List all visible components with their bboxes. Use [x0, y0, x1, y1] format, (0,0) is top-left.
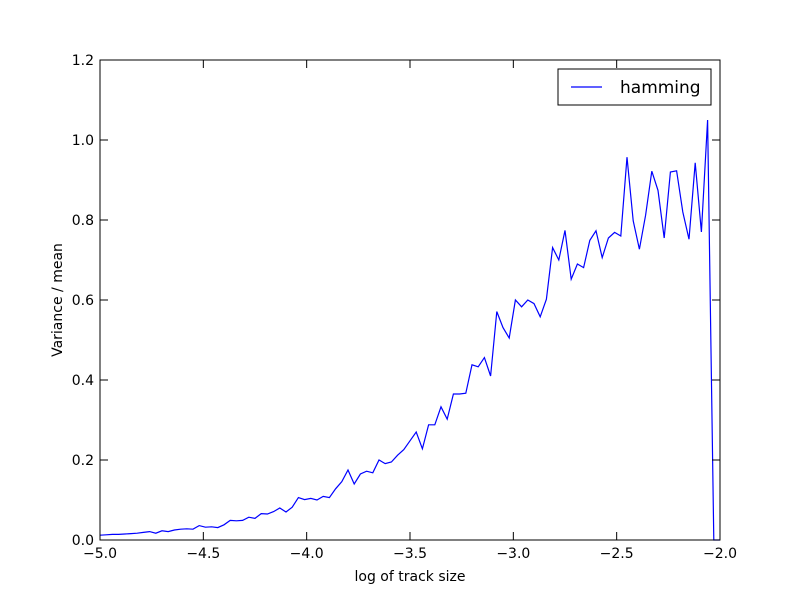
x-tick-label: −2.0: [703, 546, 737, 562]
y-tick-label: 0.2: [72, 453, 94, 469]
series-line-hamming: [99, 119, 720, 541]
x-ticks: −5.0 −4.5 −4.0 −3.5 −3.0 −2.5 −2.0: [83, 60, 737, 562]
x-tick-label: −2.5: [600, 546, 634, 562]
x-tick-label: −4.5: [186, 546, 220, 562]
legend: hamming: [557, 68, 712, 106]
x-axis-label: log of track size: [355, 569, 466, 585]
x-tick-label: −3.0: [496, 546, 530, 562]
y-tick-label: 0.4: [72, 373, 94, 389]
y-tick-label: 1.2: [72, 53, 94, 69]
x-tick-label: −3.5: [393, 546, 427, 562]
y-tick-label: 1.0: [72, 133, 94, 149]
x-tick-label: −5.0: [83, 546, 117, 562]
y-ticks: 0.0 0.2 0.4 0.6 0.8 1.0 1.2: [72, 53, 720, 549]
plot-area: [100, 60, 720, 540]
y-tick-label: 0.6: [72, 293, 94, 309]
legend-label-hamming: hamming: [620, 78, 701, 98]
x-tick-label: −4.0: [290, 546, 324, 562]
y-tick-label: 0.8: [72, 213, 94, 229]
y-axis-label: Variance / mean: [50, 243, 66, 357]
y-tick-label: 0.0: [72, 533, 94, 549]
plot-frame: [99, 59, 721, 541]
